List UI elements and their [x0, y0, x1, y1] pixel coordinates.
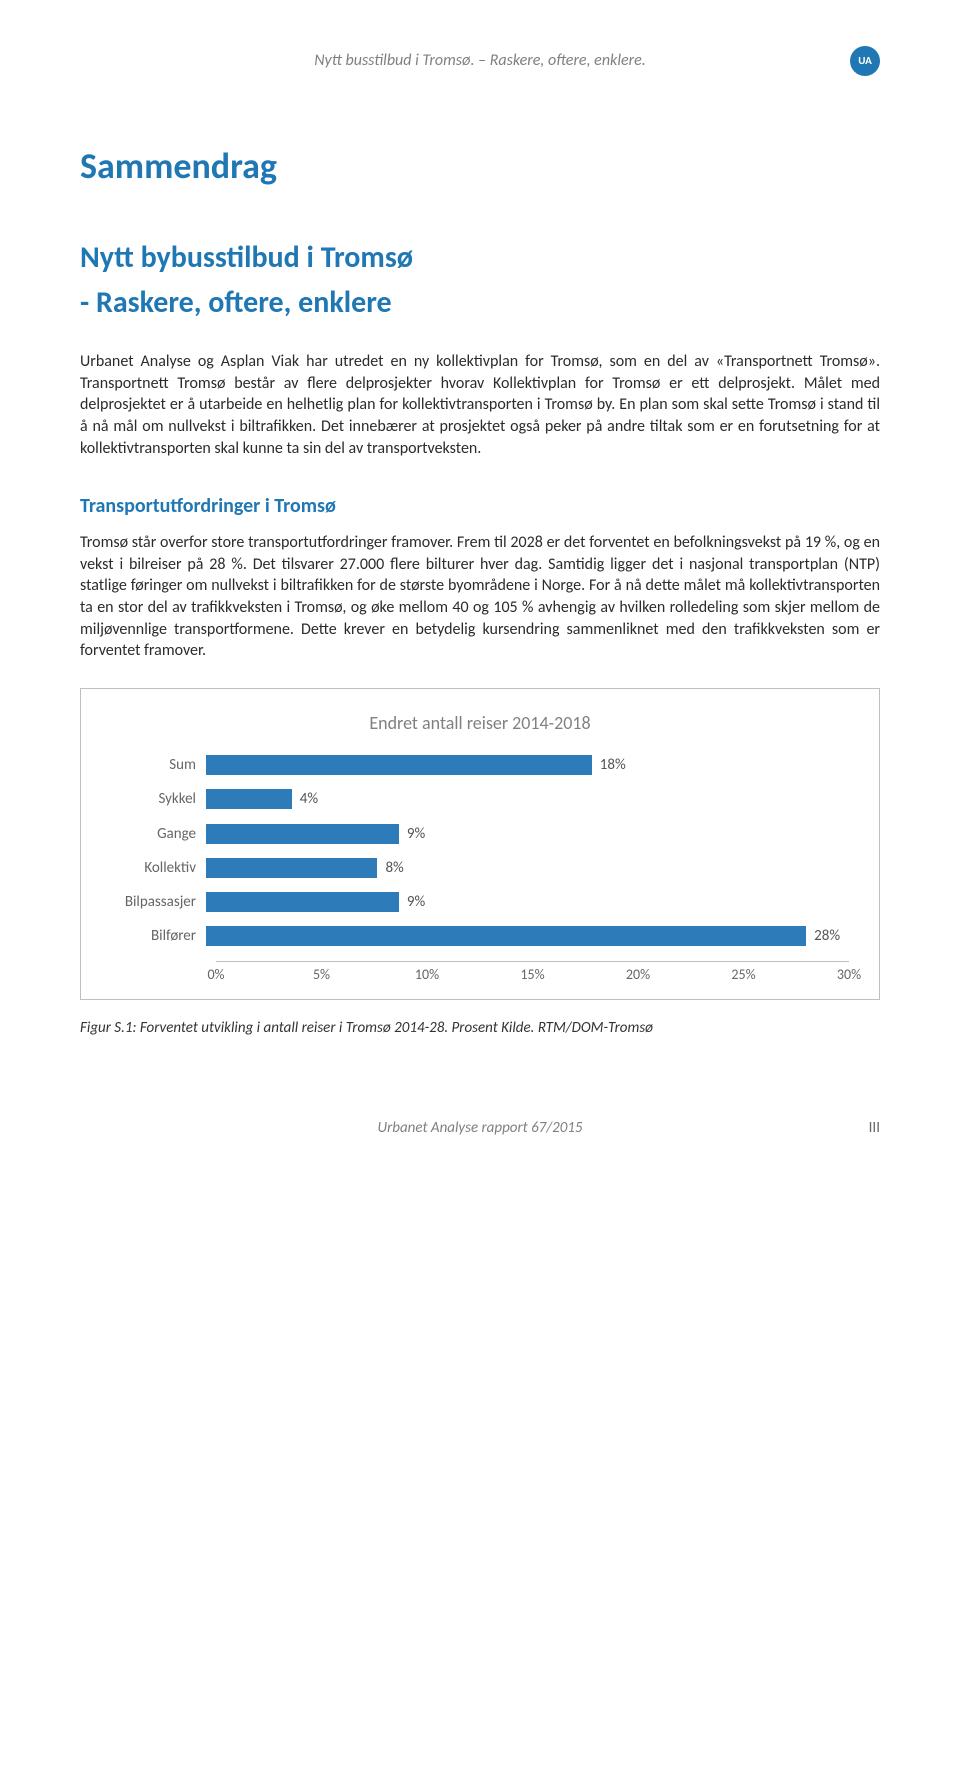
chart-category-label: Sykkel: [111, 789, 206, 809]
footer-page-number: III: [869, 1118, 880, 1138]
figure-caption: Figur S.1: Forventet utvikling i antall …: [80, 1018, 880, 1038]
chart-category-label: Bilfører: [111, 926, 206, 946]
page-header: Nytt busstilbud i Tromsø. – Raskere, oft…: [80, 50, 880, 72]
chart-row: Gange 9%: [111, 824, 849, 844]
chart-bar: [206, 789, 292, 809]
chart-container: Endret antall reiser 2014-2018 Sum 18% Syk…: [80, 688, 880, 1000]
subtitle-line1: Nytt bybusstilbud i Tromsø: [80, 238, 880, 279]
intro-paragraph: Urbanet Analyse og Asplan Viak har utred…: [80, 351, 880, 459]
chart-bar: [206, 926, 806, 946]
section-paragraph: Tromsø står overfor store transportutfor…: [80, 532, 880, 662]
chart-category-label: Gange: [111, 824, 206, 844]
chart-bar-area: 9%: [206, 824, 849, 844]
chart-row: Sum 18%: [111, 755, 849, 775]
chart-bar: [206, 892, 399, 912]
chart-axis-tick: 15%: [520, 966, 544, 985]
chart-category-label: Kollektiv: [111, 858, 206, 878]
chart-x-axis: 0%5%10%15%20%25%30%: [216, 961, 849, 981]
chart-bar-area: 4%: [206, 789, 849, 809]
chart-bar-area: 18%: [206, 755, 849, 775]
chart-row: Bilfører 28%: [111, 926, 849, 946]
chart-bar: [206, 755, 592, 775]
chart-bar-area: 28%: [206, 926, 849, 946]
chart-axis-tick: 5%: [313, 966, 330, 985]
chart-axis-tick: 10%: [415, 966, 439, 985]
chart-axis-tick: 30%: [837, 966, 861, 985]
chart-value-label: 8%: [377, 858, 403, 878]
page-footer: Urbanet Analyse rapport 67/2015 III: [80, 1118, 880, 1138]
page-title: Sammendrag: [80, 142, 880, 191]
ua-badge-icon: UA: [850, 46, 880, 76]
chart-axis-tick: 0%: [207, 966, 224, 985]
section-heading: Transportutfordringer i Tromsø: [80, 493, 880, 520]
chart-value-label: 28%: [806, 926, 840, 946]
chart-value-label: 9%: [399, 892, 425, 912]
chart-category-label: Bilpassasjer: [111, 892, 206, 912]
chart-row: Sykkel 4%: [111, 789, 849, 809]
footer-text: Urbanet Analyse rapport 67/2015: [377, 1119, 582, 1137]
chart-bar: [206, 824, 399, 844]
chart-value-label: 18%: [592, 755, 626, 775]
chart-title: Endret antall reiser 2014-2018: [111, 711, 849, 735]
chart-axis-tick: 20%: [626, 966, 650, 985]
chart-value-label: 4%: [292, 789, 318, 809]
chart-bar: [206, 858, 377, 878]
chart-bar-area: 8%: [206, 858, 849, 878]
chart-bar-area: 9%: [206, 892, 849, 912]
chart-category-label: Sum: [111, 755, 206, 775]
chart-row: Kollektiv 8%: [111, 858, 849, 878]
subtitle-line2: - Raskere, oftere, enklere: [80, 283, 880, 324]
chart-rows: Sum 18% Sykkel 4% Gange 9% Kollektiv 8% Bilpassa…: [111, 755, 849, 947]
chart-value-label: 9%: [399, 824, 425, 844]
running-title: Nytt busstilbud i Tromsø. – Raskere, oft…: [314, 51, 646, 70]
chart-row: Bilpassasjer 9%: [111, 892, 849, 912]
chart-axis-tick: 25%: [731, 966, 755, 985]
